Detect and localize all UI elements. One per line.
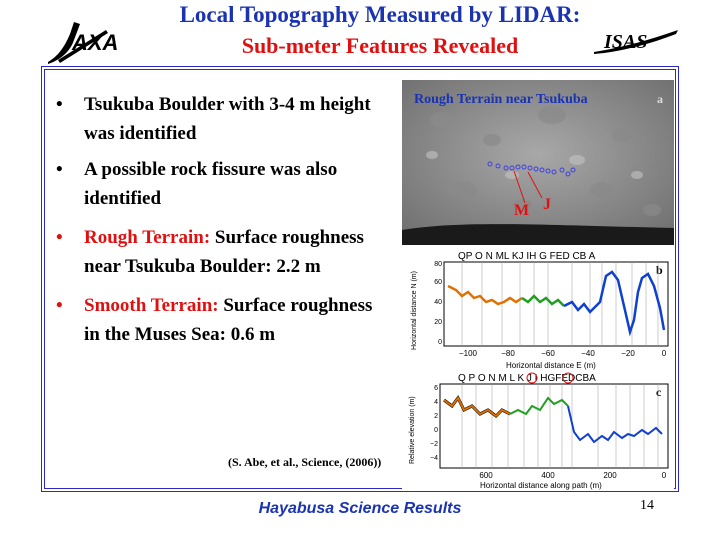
panel-b-ytick: 80	[434, 261, 442, 268]
panel-c-ytick: 4	[434, 399, 438, 406]
panel-c-xtick: 600	[479, 471, 493, 480]
marker-m-label: M	[514, 202, 530, 219]
slide-title-line2: Sub-meter Features Revealed	[241, 33, 519, 58]
bullet-lead: Smooth Terrain:	[84, 295, 219, 316]
panel-b-ytick: 20	[434, 319, 442, 326]
bullet-text: A possible rock fissure was also identif…	[84, 159, 338, 209]
panel-a-tag: a	[657, 92, 663, 106]
panel-b-xtick: −60	[541, 349, 555, 358]
bullet-item: • A possible rock fissure was also identi…	[56, 159, 338, 209]
panel-c-ytick: 6	[434, 385, 438, 392]
panel-c-xtick: 400	[541, 471, 555, 480]
panel-c-ytick: 2	[434, 413, 438, 420]
panel-c-xtick: 0	[662, 471, 667, 480]
bullet-lead: Rough Terrain:	[84, 227, 211, 248]
panel-b-ytick: 60	[434, 279, 442, 286]
svg-text:AXA: AXA	[71, 30, 118, 55]
panel-b-tag: b	[656, 263, 663, 277]
bullet-item: • Tsukuba Boulder with 3-4 m height was i…	[56, 94, 371, 144]
panel-b-letters: QP O N ML KJ IH G FED CB A	[458, 251, 596, 262]
page-number: 14	[640, 498, 654, 513]
panel-b-ytick: 0	[438, 339, 442, 346]
panel-c-xtick: 200	[603, 471, 617, 480]
panel-b-xtick: −20	[621, 349, 635, 358]
bullet-item: • Smooth Terrain: Surface roughness in th…	[56, 295, 373, 345]
panel-c-tag: c	[656, 385, 662, 399]
panel-b-ylabel: Horizontal distance N (m)	[411, 271, 418, 350]
panel-b-xtick: −100	[459, 349, 478, 358]
slide-title-line1: Local Topography Measured by LIDAR:	[179, 2, 581, 27]
panel-b-xtick: 0	[662, 349, 667, 358]
panel-c-ytick: 0	[434, 427, 438, 434]
footer-text: Hayabusa Science Results	[258, 500, 462, 517]
asteroid-surface-photo	[402, 80, 674, 245]
panel-c-ylabel: Relative elevation (m)	[409, 396, 416, 464]
panel-b-xtick: −40	[581, 349, 595, 358]
bullet-list: • Tsukuba Boulder with 3-4 m height was i…	[52, 90, 382, 356]
panel-c-plot: Q P O N M L K J I HGFEDCBA c Relative el…	[402, 370, 674, 490]
bullet-text: Surface roughness in the Muses Sea: 0.6 …	[84, 295, 373, 345]
isas-logo: ISAS	[594, 30, 678, 54]
content-frame	[41, 66, 679, 492]
panel-c-ytick: −2	[430, 441, 438, 448]
photo-label: Rough Terrain near Tsukuba	[414, 92, 588, 107]
citation: (S. Abe, et al., Science, (2006))	[228, 455, 382, 469]
panel-b-xtick: −80	[501, 349, 515, 358]
bullet-item: • Rough Terrain: Surface roughness near T…	[56, 227, 364, 277]
svg-text:ISAS: ISAS	[603, 31, 647, 53]
bullet-text: Surface roughness near Tsukuba Boulder: …	[84, 227, 364, 277]
panel-b-ytick: 40	[434, 299, 442, 306]
panel-b-plot: QP O N ML KJ IH G FED CB A b Horizontal …	[402, 246, 674, 370]
panel-c-xlabel: Horizontal distance along path (m)	[480, 481, 602, 490]
marker-j-label: J	[543, 196, 551, 213]
jaxa-logo: AXA	[48, 22, 118, 64]
panel-c-ytick: −4	[430, 455, 438, 462]
panel-b-xlabel: Horizontal distance E (m)	[506, 361, 596, 370]
bullet-text: Tsukuba Boulder with 3-4 m height was id…	[84, 94, 371, 144]
